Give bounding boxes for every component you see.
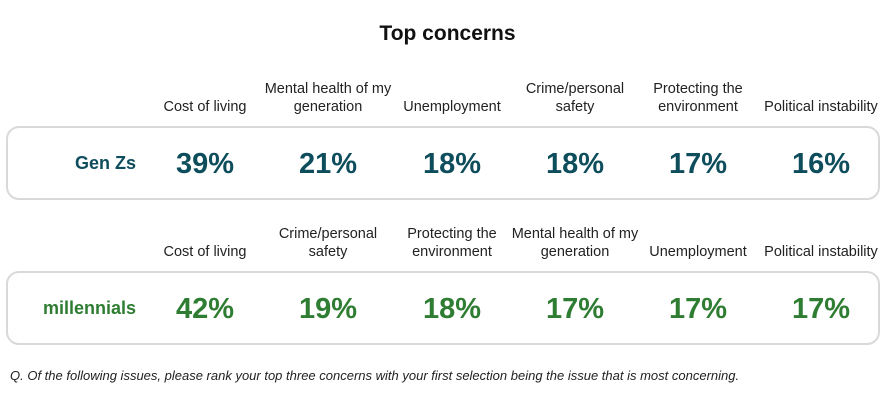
column-header: Crime/personal safety — [278, 226, 378, 260]
millennials-row-box: millennials 42% 19% 18% 17% 17% 17% — [6, 271, 880, 345]
column-header: Crime/personal safety — [525, 81, 625, 115]
value-label: 39% — [175, 148, 235, 180]
genz-label: Gen Zs — [74, 153, 136, 173]
column-header: Cost of living — [163, 244, 247, 260]
genz-section: Cost of living Mental health of my genera… — [0, 72, 895, 202]
value-label: 19% — [298, 293, 358, 325]
column-header: Protecting the environment — [407, 226, 497, 260]
value-label: 17% — [668, 293, 728, 325]
value-label: 18% — [422, 293, 482, 325]
genz-row-box: Gen Zs 39% 21% 18% 18% 17% 16% — [6, 126, 880, 200]
value-label: 18% — [545, 148, 605, 180]
millennials-label: millennials — [42, 298, 136, 318]
value-label: 17% — [791, 293, 851, 325]
value-label: 17% — [668, 148, 728, 180]
chart-title: Top concerns — [379, 22, 516, 45]
value-label: 18% — [422, 148, 482, 180]
value-label: 42% — [175, 293, 235, 325]
millennials-section: Cost of living Crime/personal safety Prote… — [0, 217, 895, 347]
column-header: Protecting the environment — [653, 81, 743, 115]
column-header: Mental health of my generation — [264, 81, 392, 115]
column-header: Political instability — [764, 99, 878, 115]
column-header: Unemployment — [403, 99, 501, 115]
genz-headers: Cost of living Mental health of my genera… — [0, 72, 895, 122]
column-header: Political instability — [764, 244, 878, 260]
column-header: Mental health of my generation — [511, 226, 639, 260]
millennials-headers: Cost of living Crime/personal safety Prote… — [0, 217, 895, 267]
footnote: Q. Of the following issues, please rank … — [10, 368, 740, 383]
value-label: 16% — [791, 148, 851, 180]
column-header: Unemployment — [649, 244, 747, 260]
column-header: Cost of living — [163, 99, 247, 115]
value-label: 21% — [298, 148, 358, 180]
value-label: 17% — [545, 293, 605, 325]
